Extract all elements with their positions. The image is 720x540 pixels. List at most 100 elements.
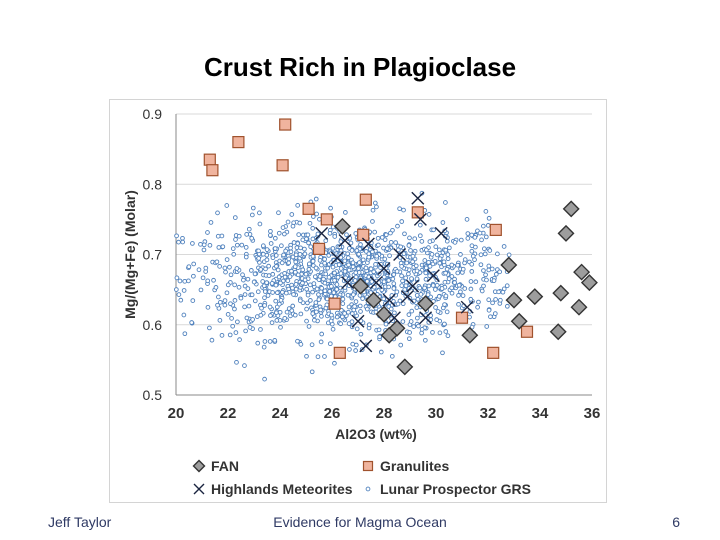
granulite-point: [302, 202, 315, 215]
grs-point: [373, 262, 378, 267]
grs-point: [446, 276, 452, 282]
grs-point: [484, 277, 489, 283]
grs-point: [409, 308, 415, 314]
grs-point: [260, 251, 266, 257]
grs-point: [232, 298, 238, 303]
grs-point: [273, 282, 279, 288]
meteorite-point: [341, 276, 355, 290]
grs-point: [458, 237, 464, 243]
grs-point: [340, 301, 346, 306]
grs-point: [190, 241, 195, 246]
grs-point: [246, 303, 252, 309]
grs-point: [468, 279, 474, 284]
grs-point: [414, 292, 420, 298]
grs-point: [231, 251, 237, 257]
granulite-point: [232, 136, 245, 149]
grs-point: [440, 220, 446, 225]
legend-fan-marker: [192, 459, 206, 473]
grs-point: [225, 282, 231, 288]
grs-point: [262, 295, 267, 301]
y-axis-label: Mg/(Mg+Fe) (Molar): [122, 190, 138, 319]
grs-point: [325, 265, 331, 271]
grs-point: [412, 236, 418, 242]
grs-point: [298, 342, 304, 347]
grs-point: [392, 310, 397, 316]
grs-point: [351, 292, 356, 297]
grs-point: [335, 274, 341, 280]
grs-point: [332, 278, 337, 283]
grs-point: [372, 229, 378, 235]
y-tick-label: 0.9: [143, 106, 163, 122]
x-tick-label: 20: [168, 405, 185, 422]
grs-point: [417, 233, 423, 239]
grs-point: [488, 314, 493, 320]
grs-point: [227, 332, 233, 338]
grs-point: [272, 246, 278, 251]
grs-point: [266, 273, 272, 279]
fan-point: [352, 277, 370, 295]
grs-point: [295, 241, 301, 246]
grs-point: [317, 274, 323, 279]
grs-point: [213, 285, 219, 290]
grs-point: [318, 307, 323, 313]
grs-point: [370, 207, 376, 213]
grs-point: [316, 297, 322, 302]
grs-point: [322, 288, 328, 294]
legend-meteorite-marker: [193, 483, 205, 495]
series-meteorites: [315, 191, 474, 353]
grs-point: [309, 342, 315, 348]
x-tick-label: 22: [220, 405, 237, 422]
x-tick-label: 32: [480, 405, 497, 422]
grs-point: [481, 268, 486, 273]
grs-point: [255, 340, 261, 346]
grs-point: [215, 233, 221, 239]
grs-point: [233, 330, 239, 335]
grs-point: [434, 283, 440, 288]
grs-point: [191, 273, 196, 279]
legend-grs-marker: [365, 486, 371, 492]
grs-point: [262, 339, 268, 344]
grs-point: [249, 212, 255, 218]
grs-point: [201, 247, 207, 253]
grs-point: [407, 330, 412, 335]
grs-point: [258, 312, 264, 318]
grs-point: [243, 244, 249, 250]
grs-point: [285, 219, 291, 225]
meteorite-point: [426, 269, 440, 283]
grs-point: [230, 323, 236, 329]
grs-point: [357, 293, 363, 298]
grs-point: [443, 293, 449, 299]
granulite-point: [520, 325, 534, 338]
grs-point: [242, 292, 248, 297]
grs-point: [342, 258, 348, 264]
grs-point: [468, 286, 474, 292]
grs-point: [269, 281, 275, 286]
grs-point: [310, 289, 315, 295]
grs-point: [353, 270, 359, 275]
grs-point: [406, 312, 412, 317]
grs-point: [330, 326, 336, 332]
grs-point: [290, 285, 295, 291]
grs-point: [368, 266, 374, 272]
grs-point: [422, 285, 427, 291]
grs-point: [493, 297, 498, 302]
grs-point: [314, 211, 319, 217]
grs-point: [391, 286, 397, 291]
grs-point: [227, 264, 232, 270]
grs-point: [305, 300, 310, 306]
grs-point: [345, 251, 351, 257]
grs-point: [303, 271, 309, 277]
grs-point: [186, 278, 191, 284]
grs-point: [406, 336, 412, 342]
grs-point: [478, 262, 484, 268]
grs-point: [395, 223, 400, 229]
grs-point: [247, 325, 253, 330]
grs-point: [256, 256, 261, 261]
grs-point: [464, 217, 470, 222]
grs-point: [266, 263, 272, 269]
grs-point: [484, 324, 490, 329]
grs-point: [274, 263, 279, 269]
grs-point: [270, 290, 275, 295]
grs-point: [287, 274, 293, 279]
grs-point: [411, 324, 417, 329]
